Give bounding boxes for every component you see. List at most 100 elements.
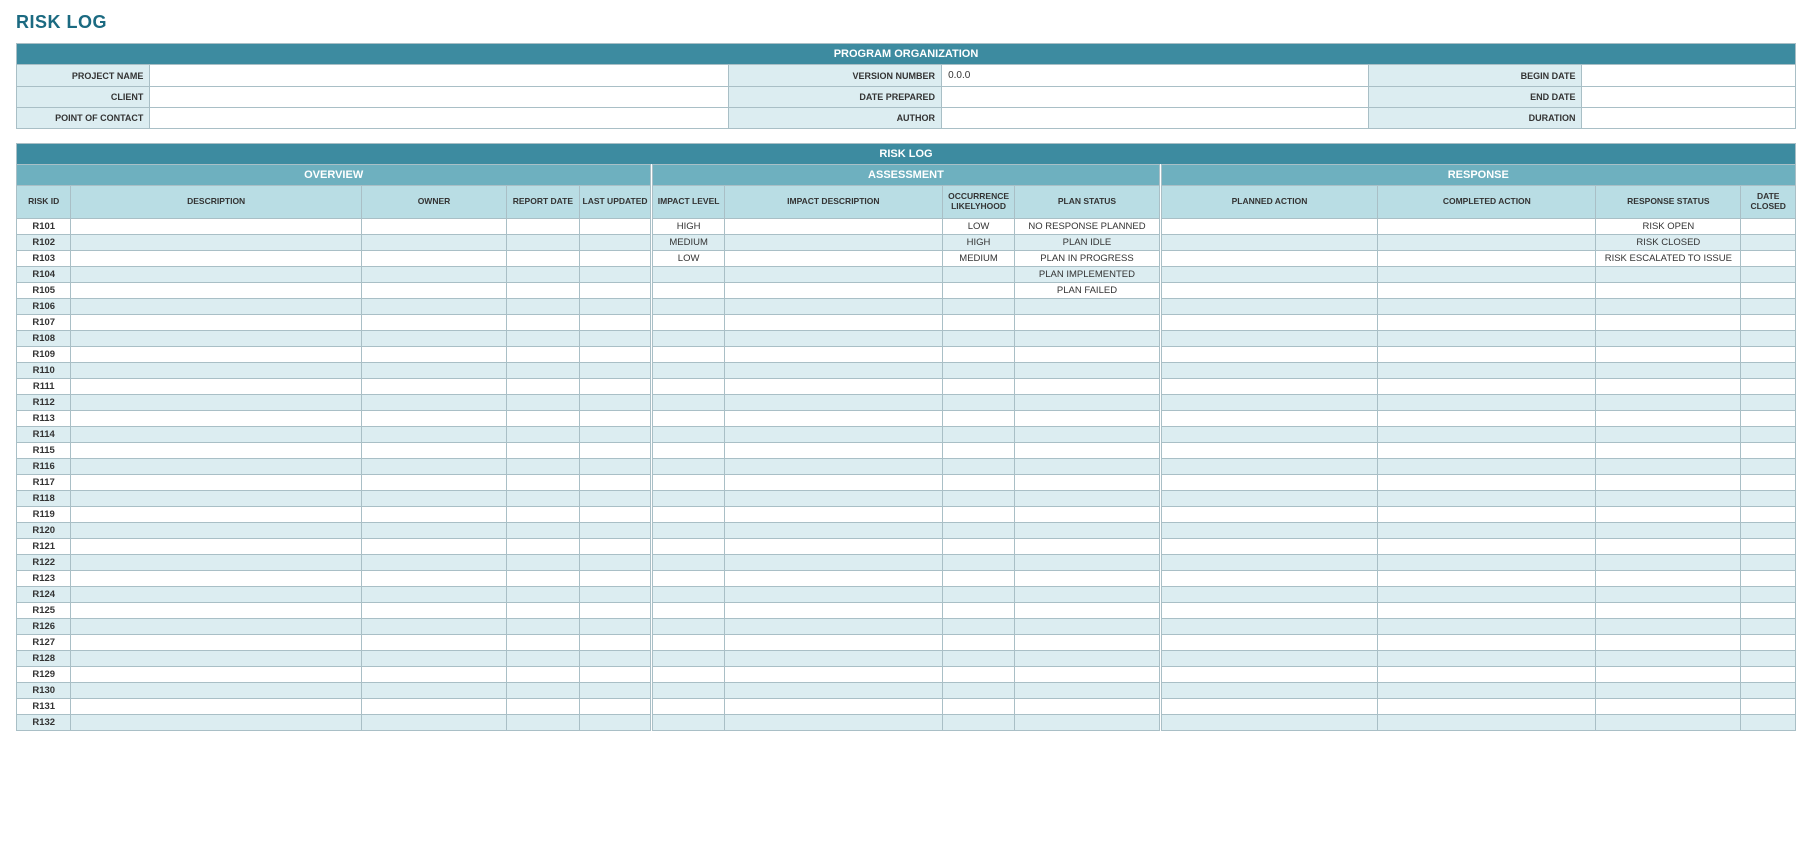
cell-occurrence[interactable]: LOW — [942, 218, 1015, 234]
cell-completed-action[interactable] — [1378, 458, 1596, 474]
cell-date-closed[interactable] — [1741, 634, 1796, 650]
cell-plan-status[interactable] — [1015, 602, 1160, 618]
cell-occurrence[interactable] — [942, 298, 1015, 314]
cell-occurrence[interactable] — [942, 570, 1015, 586]
cell-completed-action[interactable] — [1378, 410, 1596, 426]
cell-impact-description[interactable] — [724, 442, 942, 458]
cell-plan-status[interactable] — [1015, 714, 1160, 730]
cell-impact-description[interactable] — [724, 378, 942, 394]
cell-planned-action[interactable] — [1160, 298, 1378, 314]
cell-description[interactable] — [71, 410, 361, 426]
cell-last-updated[interactable] — [579, 522, 652, 538]
cell-plan-status[interactable]: PLAN FAILED — [1015, 282, 1160, 298]
cell-plan-status[interactable] — [1015, 426, 1160, 442]
cell-impact-description[interactable] — [724, 250, 942, 266]
cell-plan-status[interactable] — [1015, 650, 1160, 666]
cell-last-updated[interactable] — [579, 410, 652, 426]
cell-last-updated[interactable] — [579, 458, 652, 474]
cell-planned-action[interactable] — [1160, 330, 1378, 346]
cell-report-date[interactable] — [507, 554, 580, 570]
cell-impact-level[interactable] — [652, 586, 725, 602]
cell-response-status[interactable]: RISK ESCALATED TO ISSUE — [1596, 250, 1741, 266]
cell-planned-action[interactable] — [1160, 634, 1378, 650]
cell-impact-level[interactable] — [652, 602, 725, 618]
cell-plan-status[interactable] — [1015, 666, 1160, 682]
cell-date-closed[interactable] — [1741, 266, 1796, 282]
cell-planned-action[interactable] — [1160, 554, 1378, 570]
cell-plan-status[interactable] — [1015, 570, 1160, 586]
cell-description[interactable] — [71, 362, 361, 378]
cell-planned-action[interactable] — [1160, 474, 1378, 490]
cell-description[interactable] — [71, 266, 361, 282]
cell-response-status[interactable] — [1596, 490, 1741, 506]
cell-date-closed[interactable] — [1741, 522, 1796, 538]
cell-occurrence[interactable] — [942, 602, 1015, 618]
cell-date-closed[interactable] — [1741, 362, 1796, 378]
cell-impact-description[interactable] — [724, 538, 942, 554]
cell-completed-action[interactable] — [1378, 666, 1596, 682]
cell-impact-level[interactable] — [652, 298, 725, 314]
cell-owner[interactable] — [361, 538, 506, 554]
cell-plan-status[interactable] — [1015, 618, 1160, 634]
cell-description[interactable] — [71, 394, 361, 410]
cell-owner[interactable] — [361, 410, 506, 426]
cell-last-updated[interactable] — [579, 378, 652, 394]
cell-occurrence[interactable]: MEDIUM — [942, 250, 1015, 266]
cell-description[interactable] — [71, 282, 361, 298]
cell-impact-level[interactable]: MEDIUM — [652, 234, 725, 250]
cell-impact-level[interactable] — [652, 394, 725, 410]
cell-impact-level[interactable] — [652, 682, 725, 698]
cell-impact-description[interactable] — [724, 586, 942, 602]
cell-response-status[interactable] — [1596, 378, 1741, 394]
cell-report-date[interactable] — [507, 650, 580, 666]
cell-response-status[interactable] — [1596, 586, 1741, 602]
cell-completed-action[interactable] — [1378, 282, 1596, 298]
cell-completed-action[interactable] — [1378, 346, 1596, 362]
cell-last-updated[interactable] — [579, 298, 652, 314]
cell-report-date[interactable] — [507, 250, 580, 266]
cell-impact-level[interactable] — [652, 666, 725, 682]
cell-impact-description[interactable] — [724, 298, 942, 314]
cell-date-closed[interactable] — [1741, 410, 1796, 426]
cell-description[interactable] — [71, 426, 361, 442]
cell-completed-action[interactable] — [1378, 698, 1596, 714]
cell-occurrence[interactable]: HIGH — [942, 234, 1015, 250]
cell-impact-description[interactable] — [724, 266, 942, 282]
cell-impact-level[interactable] — [652, 410, 725, 426]
cell-last-updated[interactable] — [579, 586, 652, 602]
cell-plan-status[interactable] — [1015, 362, 1160, 378]
cell-report-date[interactable] — [507, 522, 580, 538]
cell-impact-description[interactable] — [724, 362, 942, 378]
cell-report-date[interactable] — [507, 634, 580, 650]
cell-planned-action[interactable] — [1160, 538, 1378, 554]
cell-owner[interactable] — [361, 426, 506, 442]
cell-completed-action[interactable] — [1378, 298, 1596, 314]
cell-description[interactable] — [71, 330, 361, 346]
cell-impact-description[interactable] — [724, 346, 942, 362]
cell-owner[interactable] — [361, 346, 506, 362]
cell-owner[interactable] — [361, 474, 506, 490]
cell-completed-action[interactable] — [1378, 314, 1596, 330]
cell-plan-status[interactable] — [1015, 538, 1160, 554]
cell-plan-status[interactable] — [1015, 474, 1160, 490]
cell-date-closed[interactable] — [1741, 602, 1796, 618]
cell-response-status[interactable] — [1596, 602, 1741, 618]
cell-impact-description[interactable] — [724, 714, 942, 730]
cell-plan-status[interactable] — [1015, 698, 1160, 714]
cell-occurrence[interactable] — [942, 314, 1015, 330]
cell-occurrence[interactable] — [942, 458, 1015, 474]
org-value[interactable] — [150, 87, 728, 108]
cell-impact-description[interactable] — [724, 314, 942, 330]
cell-completed-action[interactable] — [1378, 378, 1596, 394]
cell-response-status[interactable] — [1596, 442, 1741, 458]
cell-owner[interactable] — [361, 586, 506, 602]
cell-completed-action[interactable] — [1378, 570, 1596, 586]
cell-last-updated[interactable] — [579, 506, 652, 522]
cell-owner[interactable] — [361, 602, 506, 618]
cell-completed-action[interactable] — [1378, 330, 1596, 346]
cell-impact-description[interactable] — [724, 234, 942, 250]
cell-planned-action[interactable] — [1160, 218, 1378, 234]
cell-last-updated[interactable] — [579, 554, 652, 570]
org-value[interactable] — [1582, 65, 1796, 87]
cell-impact-level[interactable] — [652, 442, 725, 458]
